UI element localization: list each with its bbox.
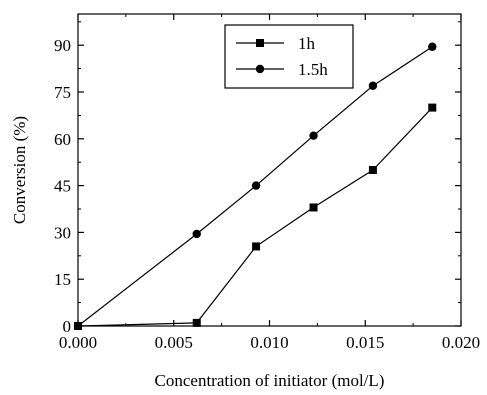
data-point-1h: [309, 203, 318, 212]
data-point-1-5h: [192, 229, 201, 239]
y-tick-label: 75: [54, 83, 71, 102]
x-axis-ticks: 0.000 0.005 0.010 0.015 0.020: [59, 14, 480, 352]
y-tick-label: 0: [63, 317, 72, 336]
data-point-1-5h: [368, 81, 378, 90]
x-tick-label: 0.010: [250, 333, 288, 352]
legend: 1h 1.5h: [224, 24, 354, 89]
data-point-1-5h: [251, 181, 261, 190]
data-point-1-5h: [428, 42, 437, 51]
y-tick-label: 60: [54, 130, 71, 149]
legend-marker-circle: [255, 64, 265, 74]
legend-marker-square: [256, 39, 264, 47]
data-point-1h: [252, 242, 261, 251]
legend-label-1-5h: 1.5h: [298, 60, 328, 79]
y-axis-label: Conversion (%): [10, 116, 29, 224]
data-point-1-5h: [73, 321, 83, 331]
legend-box: [224, 24, 354, 89]
x-tick-label: 0.020: [442, 333, 480, 352]
data-point-1h: [368, 166, 377, 174]
y-axis-ticks: 0 15 30 45 60 75 90: [54, 21, 461, 336]
y-tick-label: 30: [54, 223, 71, 242]
series-line-1h: [77, 107, 433, 327]
x-tick-label: 0.015: [346, 333, 384, 352]
series-line-1-5h: [77, 46, 433, 327]
series-layer: [73, 42, 437, 331]
data-point-1-5h: [309, 131, 318, 140]
x-tick-label: 0.005: [155, 333, 193, 352]
legend-label-1h: 1h: [298, 34, 316, 53]
y-tick-label: 45: [54, 177, 71, 196]
data-point-1h: [428, 103, 437, 112]
x-tick-label: 0.000: [59, 333, 97, 352]
y-tick-label: 90: [54, 36, 71, 55]
y-tick-label: 15: [54, 270, 71, 289]
x-axis-label: Concentration of initiator (mol/L): [155, 371, 385, 390]
data-point-1h: [192, 318, 201, 327]
